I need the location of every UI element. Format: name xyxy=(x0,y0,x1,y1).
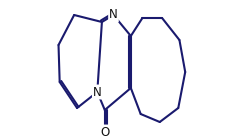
Text: N: N xyxy=(109,9,118,22)
Text: O: O xyxy=(100,125,109,138)
Text: N: N xyxy=(93,86,102,99)
